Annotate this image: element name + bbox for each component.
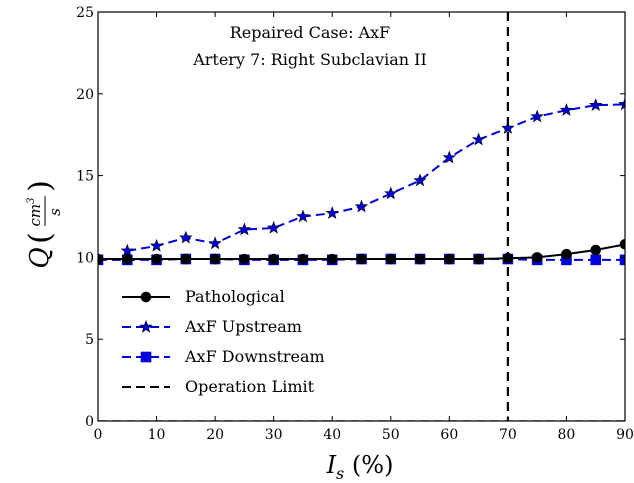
y-tick-label: 15 [76, 169, 94, 185]
data-point-axf-upstream [471, 132, 486, 146]
legend-label: Pathological [185, 287, 285, 306]
legend-item-axf-downstream: AxF Downstream [122, 347, 325, 366]
legend-label: AxF Upstream [184, 317, 302, 336]
title-line: Artery 7: Right Subclavian II [192, 50, 427, 69]
legend-label: AxF Downstream [184, 347, 325, 366]
data-point-axf-upstream [501, 121, 515, 134]
data-point-axf-upstream [618, 97, 625, 111]
data-point-pathological [619, 239, 625, 250]
legend-item-axf-upstream: AxF Upstream [122, 317, 302, 336]
x-axis-label: Is (%) [326, 451, 394, 483]
y-tick-label: 0 [85, 414, 94, 430]
legend-item-operation-limit: Operation Limit [122, 377, 315, 396]
data-point-axf-downstream [619, 254, 625, 266]
data-point-pathological [297, 253, 309, 265]
data-point-axf-upstream [266, 220, 281, 234]
x-tick-label: 70 [499, 427, 517, 443]
y-axis-label-paren: ) [23, 180, 58, 192]
y-tick-label: 10 [76, 250, 94, 266]
data-point-pathological [326, 253, 338, 265]
data-point-pathological [209, 253, 221, 265]
x-tick-label: 30 [265, 427, 283, 443]
data-point-axf-upstream [384, 186, 398, 200]
data-point-axf-upstream [149, 238, 164, 252]
data-point-pathological [268, 253, 279, 265]
legend-swatch-marker [140, 351, 152, 363]
data-point-axf-upstream [559, 103, 574, 116]
x-tick-label: 0 [94, 427, 103, 443]
data-point-axf-upstream [208, 236, 222, 250]
y-tick-label: 20 [76, 87, 94, 103]
y-axis-label-paren: ( [23, 232, 58, 244]
series-line-axf-upstream [127, 103, 625, 252]
data-point-pathological [590, 244, 602, 256]
y-tick-label: 25 [76, 5, 94, 21]
data-point-pathological [561, 248, 572, 260]
plot-area [98, 12, 625, 421]
data-point-pathological [239, 253, 250, 265]
x-tick-label: 10 [148, 427, 166, 443]
chart-title: Repaired Case: AxF Artery 7: Right Subcla… [192, 23, 427, 69]
data-point-axf-upstream [120, 243, 134, 257]
data-point-axf-upstream [237, 222, 252, 236]
data-point-axf-upstream [530, 109, 544, 123]
data-point-axf-upstream [413, 173, 427, 187]
legend-swatch-marker [139, 319, 153, 333]
data-point-pathological [531, 252, 543, 263]
y-tick-label: 5 [85, 332, 94, 348]
data-point-pathological [121, 253, 133, 265]
y-axis-label-symbol: Q [25, 247, 55, 268]
x-tick-label: 50 [382, 427, 400, 443]
data-point-axf-upstream [179, 230, 193, 244]
data-point-pathological [444, 253, 455, 265]
legend-label: Operation Limit [185, 377, 315, 396]
data-point-pathological [356, 253, 367, 265]
data-point-axf-upstream [325, 206, 339, 219]
plot-frame [97, 11, 626, 422]
data-point-axf-upstream [296, 209, 310, 223]
data-point-axf-upstream [589, 98, 603, 111]
data-point-axf-downstream [590, 254, 602, 266]
data-point-pathological [414, 253, 426, 265]
x-tick-label: 80 [558, 427, 576, 443]
x-tick-label: 60 [440, 427, 458, 443]
data-point-pathological [473, 253, 484, 265]
data-point-pathological [180, 253, 192, 265]
data-point-axf-upstream [354, 199, 369, 213]
y-axis-label-denominator: s [46, 208, 64, 216]
legend-swatch-marker [140, 291, 152, 303]
legend-item-pathological: Pathological [122, 287, 285, 306]
x-tick-label: 20 [206, 427, 224, 443]
data-point-pathological [151, 253, 162, 265]
y-axis-label-numerator: cm3 [26, 198, 44, 227]
series-pathological [98, 239, 625, 265]
data-point-axf-upstream [442, 150, 457, 164]
data-point-pathological [98, 253, 104, 265]
legend: Pathological AxF Upstream AxF Downstream Op… [122, 287, 325, 396]
series-axf-upstream [120, 97, 625, 257]
data-point-pathological [385, 253, 397, 265]
x-tick-label: 40 [323, 427, 341, 443]
x-tick-label: 90 [616, 427, 634, 443]
axis-ticks: 0 10 20 30 40 50 60 70 80 90 0 5 10 15 20 25 [76, 5, 634, 443]
title-line: Repaired Case: AxF [230, 23, 390, 42]
